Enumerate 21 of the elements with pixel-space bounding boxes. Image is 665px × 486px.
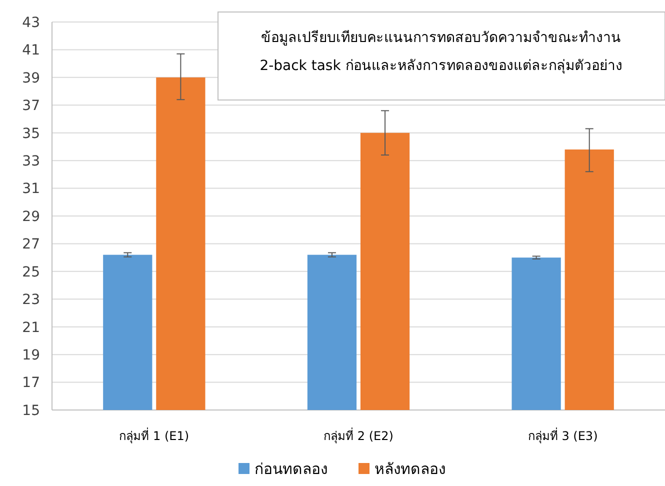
x-tick-label: กลุ่มที่ 3 (E3) (528, 427, 598, 444)
y-tick-label: 43 (22, 14, 40, 31)
y-tick-label: 15 (22, 402, 40, 419)
y-tick-label: 21 (22, 320, 40, 336)
y-tick-label: 29 (22, 208, 40, 225)
legend-label: หลังทดลอง (374, 460, 446, 478)
y-tick-label: 23 (22, 292, 40, 308)
legend-label: ก่อนทดลอง (254, 460, 328, 478)
y-tick-label: 25 (22, 264, 40, 280)
text: ข้อมูลเปรียบเทียบคะแนนการทดสอบวัดความจำขณะทำงาน 2-back task ก่อนและหลังการทดลองของแต่ละกลุ่มตัวอย่าง (260, 30, 622, 74)
y-tick-label: 33 (22, 153, 40, 170)
y-tick-label: 19 (22, 347, 40, 364)
y-tick-label: 41 (22, 42, 40, 59)
x-tick-label: กลุ่มที่ 2 (E2) (324, 427, 394, 444)
y-tick-label: 17 (22, 375, 40, 392)
y-tick-label: 39 (22, 70, 40, 86)
y-tick-label: 27 (22, 236, 40, 253)
x-tick-label: กลุ่มที่ 1 (E1) (119, 427, 190, 444)
y-tick-label: 37 (22, 98, 40, 114)
y-tick-label: 31 (22, 181, 40, 198)
y-tick-label: 35 (22, 126, 40, 142)
